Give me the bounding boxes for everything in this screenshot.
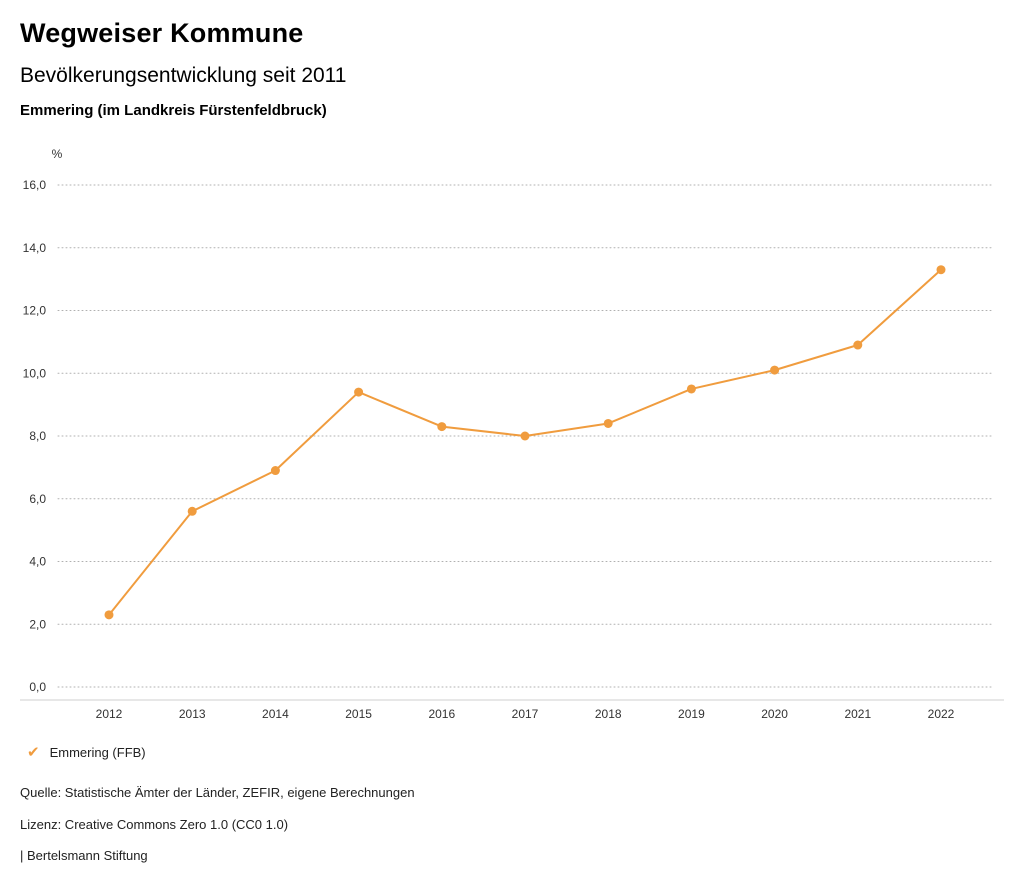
x-tick-label: 2021 xyxy=(844,707,871,721)
y-tick-label: 8,0 xyxy=(29,429,46,443)
data-point[interactable] xyxy=(270,466,280,476)
legend-item-label: Emmering (FFB) xyxy=(49,745,146,760)
y-tick-label: 10,0 xyxy=(23,366,47,380)
source-text: Quelle: Statistische Ämter der Länder, Z… xyxy=(20,785,415,800)
data-point[interactable] xyxy=(354,387,364,397)
chart-location-subtitle: Emmering (im Landkreis Fürstenfeldbruck) xyxy=(20,102,327,119)
data-point[interactable] xyxy=(104,610,114,620)
x-tick-label: 2012 xyxy=(96,707,123,721)
data-point[interactable] xyxy=(936,265,946,275)
y-tick-label: 2,0 xyxy=(29,617,46,631)
y-tick-label: 14,0 xyxy=(23,241,47,255)
x-tick-label: 2018 xyxy=(595,707,622,721)
data-point[interactable] xyxy=(770,365,780,375)
data-point[interactable] xyxy=(853,340,863,350)
x-tick-label: 2016 xyxy=(428,707,455,721)
x-tick-label: 2013 xyxy=(179,707,206,721)
data-point[interactable] xyxy=(520,431,530,441)
data-point[interactable] xyxy=(603,418,613,428)
y-tick-label: 0,0 xyxy=(29,680,46,694)
y-axis-unit-label: % xyxy=(52,147,63,161)
y-tick-label: 16,0 xyxy=(23,178,47,192)
legend-item-emmering[interactable]: ✔ Emmering (FFB) xyxy=(27,745,146,760)
series-line xyxy=(108,268,942,616)
y-tick-label: 12,0 xyxy=(23,304,47,318)
x-tick-label: 2022 xyxy=(928,707,955,721)
data-point[interactable] xyxy=(187,506,197,516)
y-tick-label: 6,0 xyxy=(29,492,46,506)
population-line-chart: % 0,0 2,0 4,0 6,0 8,0 10,0 12,0 14,0 16,0 2012 2013… xyxy=(20,147,1004,721)
x-tick-label: 2014 xyxy=(262,707,289,721)
x-tick-label: 2019 xyxy=(678,707,705,721)
license-text: Lizenz: Creative Commons Zero 1.0 (CC0 1… xyxy=(20,817,289,832)
check-icon: ✔ xyxy=(27,744,40,761)
data-point[interactable] xyxy=(437,422,447,432)
x-tick-label: 2017 xyxy=(512,707,539,721)
attribution-text: | Bertelsmann Stiftung xyxy=(20,848,148,863)
page-title: Wegweiser Kommune xyxy=(20,18,304,48)
x-tick-label: 2020 xyxy=(761,707,788,721)
x-tick-label: 2015 xyxy=(345,707,372,721)
y-tick-label: 4,0 xyxy=(29,555,46,569)
data-point[interactable] xyxy=(686,384,696,394)
chart-title: Bevölkerungsentwicklung seit 2011 xyxy=(20,64,347,87)
